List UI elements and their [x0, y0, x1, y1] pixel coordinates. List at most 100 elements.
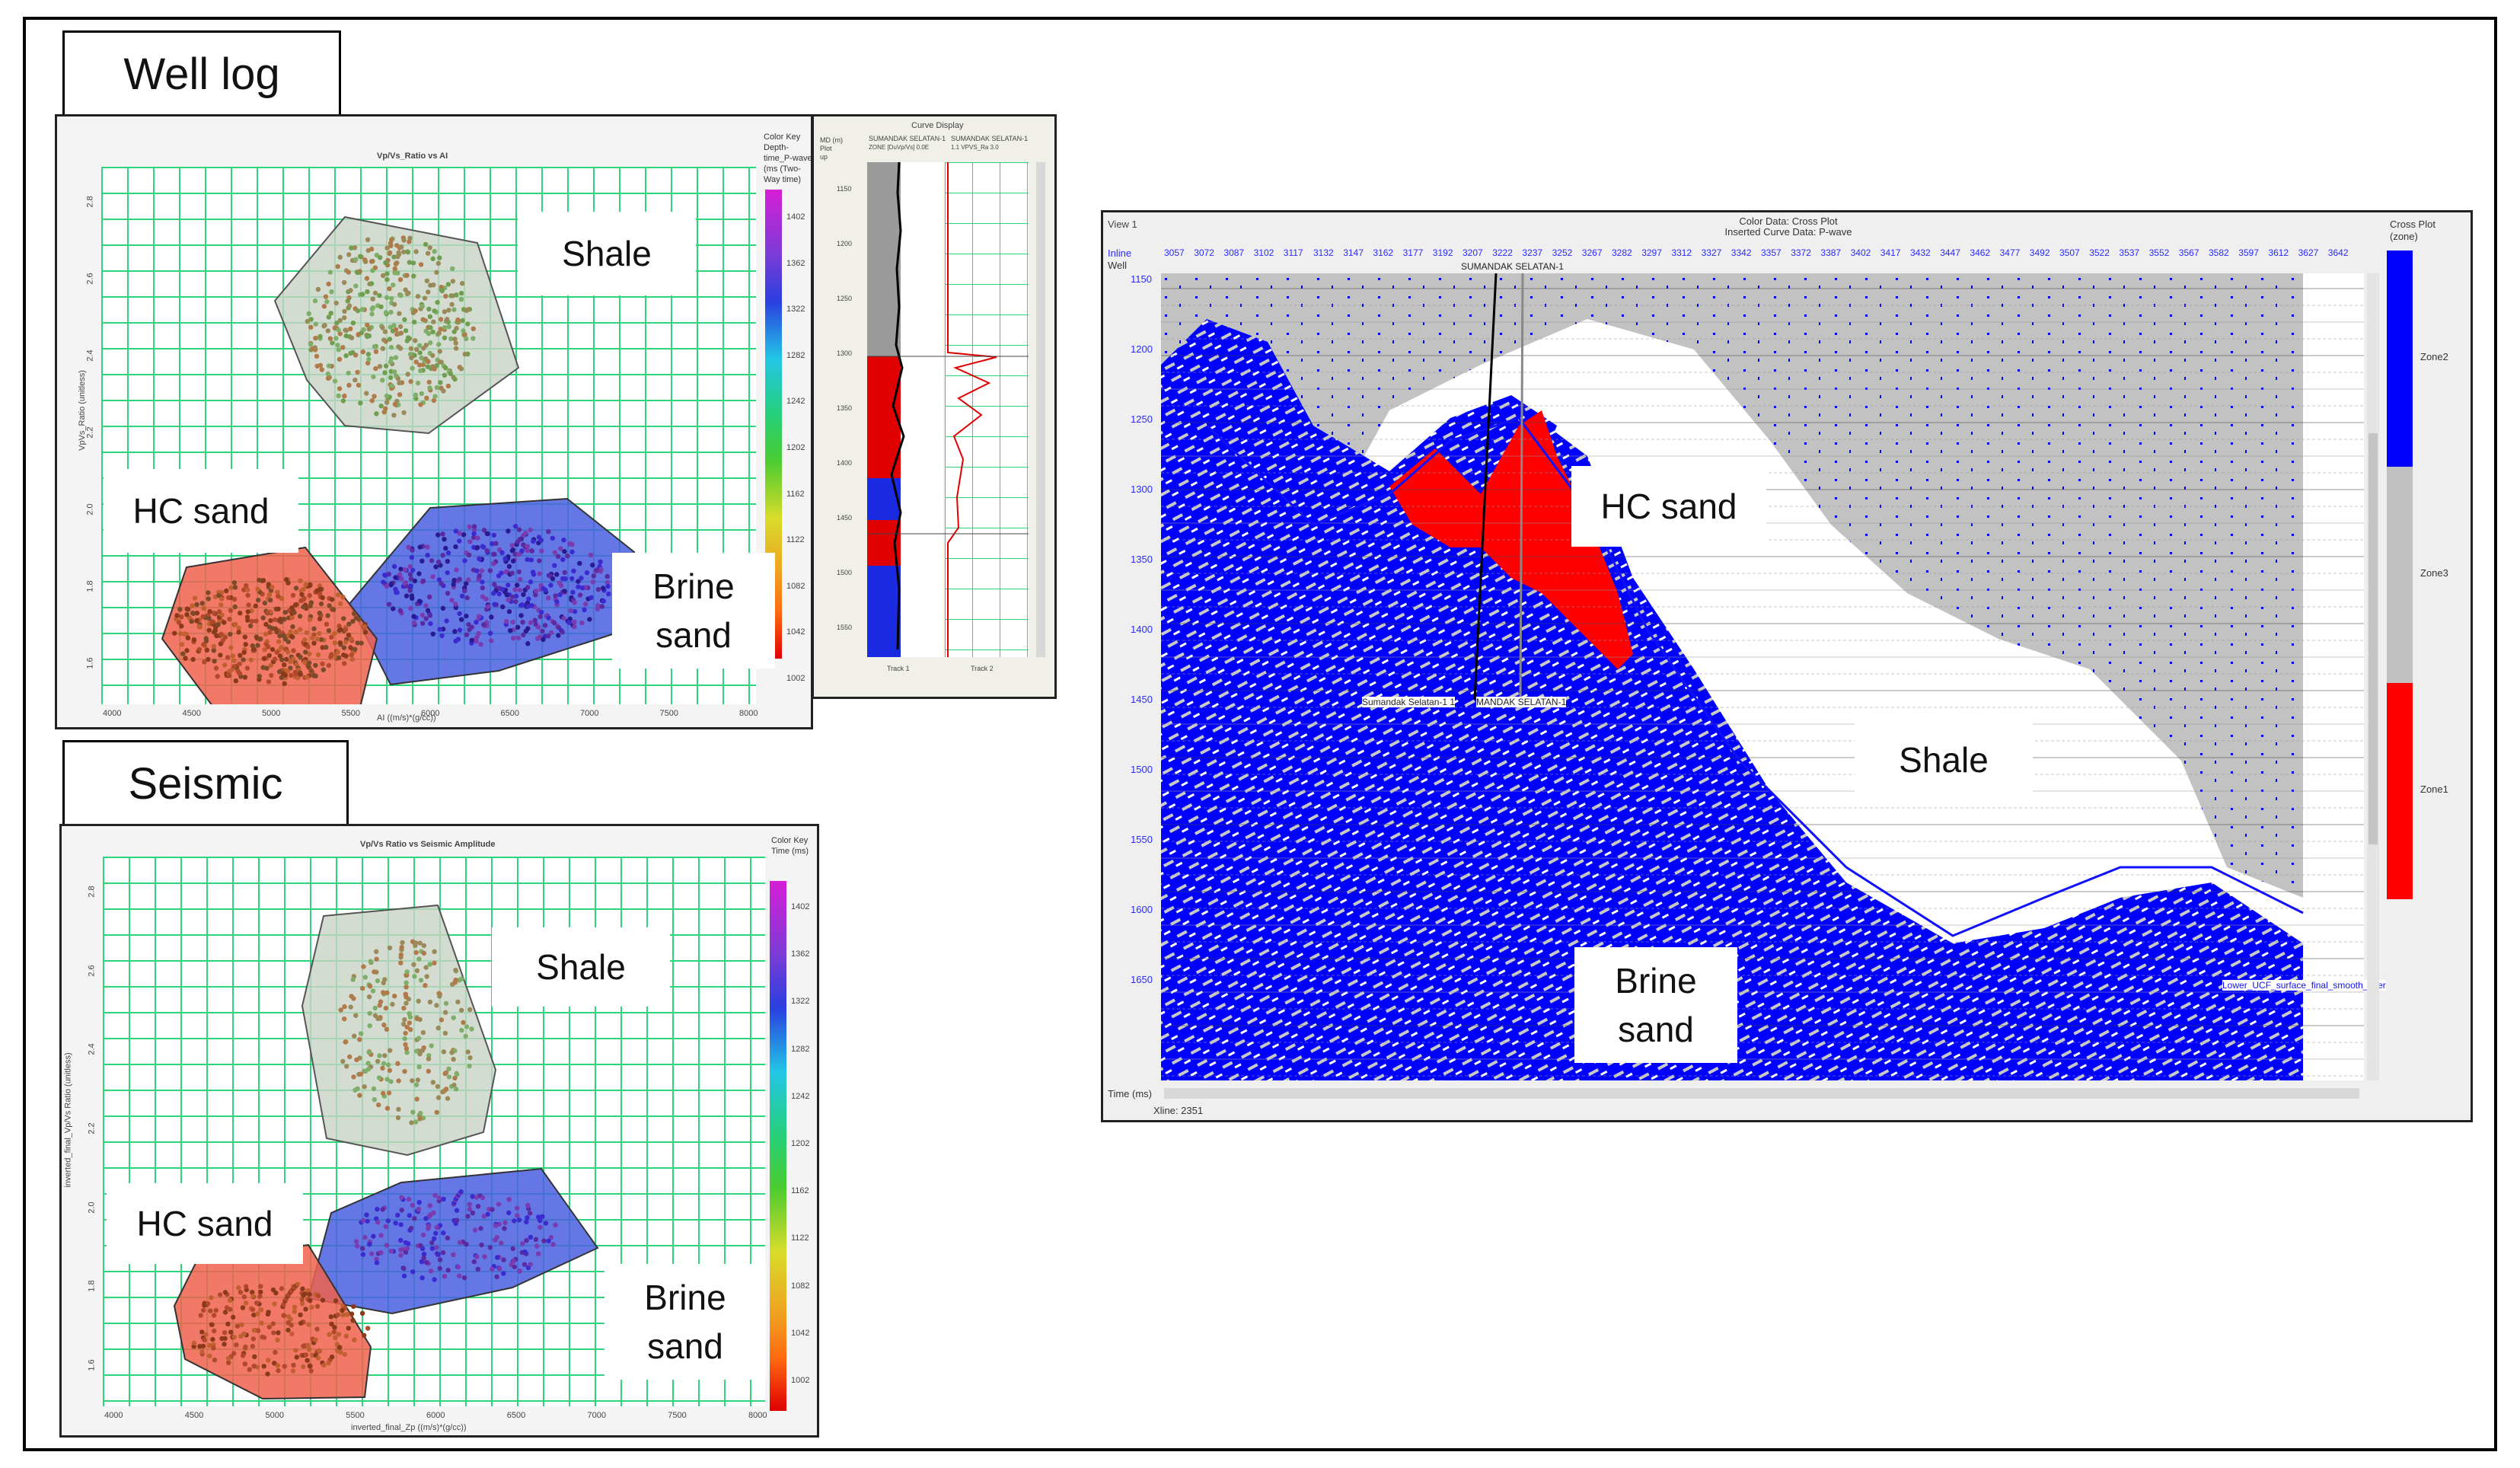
scatter-point	[378, 1233, 384, 1238]
scatter-point	[216, 609, 222, 614]
scatter-point	[431, 319, 436, 324]
scatter-point	[299, 1301, 305, 1307]
time-tick-label: 1650	[1131, 974, 1153, 985]
scatter-point	[340, 1312, 346, 1318]
scatter-point	[324, 644, 329, 650]
scatter-point	[194, 618, 199, 624]
well-crossplot-svg	[161, 215, 636, 704]
scatter-point	[434, 1224, 439, 1230]
scatter-point	[279, 1286, 285, 1291]
scatter-point	[419, 355, 424, 361]
scatter-point	[445, 383, 451, 389]
scatter-point	[546, 529, 551, 535]
scatter-point	[185, 635, 191, 640]
scatter-point	[455, 999, 461, 1005]
scatter-point	[491, 532, 496, 538]
scatter-point	[314, 1304, 321, 1309]
scatter-point	[510, 547, 515, 553]
scatter-point	[300, 1286, 305, 1291]
color-key-tick-label: 1162	[786, 489, 805, 499]
scatter-point	[378, 404, 384, 409]
scatter-point	[467, 539, 473, 544]
scatter-point	[291, 648, 296, 653]
scatter-point	[367, 1242, 372, 1247]
inline-tick-label: 3162	[1373, 247, 1394, 258]
scatter-point	[477, 557, 482, 562]
scatter-point	[276, 606, 281, 611]
scatter-point	[200, 1343, 206, 1349]
scatter-point	[439, 581, 444, 586]
scatter-point	[546, 615, 551, 621]
scatter-point	[395, 376, 401, 381]
scatter-point	[338, 1349, 343, 1355]
scatter-point	[423, 603, 429, 608]
scatter-point	[355, 1243, 360, 1249]
scatter-point	[437, 1265, 442, 1272]
seismic-vertical-scrollbar[interactable]	[2367, 273, 2379, 1080]
scatter-point	[404, 273, 410, 278]
scatter-point	[340, 595, 346, 600]
scatter-point	[510, 558, 516, 564]
scatter-point	[388, 581, 394, 587]
scatter-point	[375, 1058, 381, 1064]
scatter-point	[503, 619, 509, 624]
scatter-point	[411, 962, 416, 967]
inline-tick-label: 3282	[1612, 247, 1632, 258]
y-tick-label: 1.8	[85, 580, 95, 592]
scatter-point	[236, 1285, 241, 1291]
color-key-tick-label: 1202	[786, 443, 805, 452]
scatter-point	[556, 633, 561, 638]
seismic-horizontal-scrollbar[interactable]	[1164, 1088, 2359, 1099]
scatter-point	[477, 574, 482, 579]
inline-tick-label: 3552	[2148, 247, 2170, 258]
scatter-point	[366, 333, 372, 339]
scatter-point	[516, 551, 522, 557]
scatter-point	[271, 1330, 276, 1336]
inline-tick-label: 3492	[2029, 247, 2050, 258]
scatter-point	[452, 629, 458, 634]
scatter-point	[303, 1307, 308, 1312]
scatter-point	[410, 1202, 415, 1208]
scatter-point	[446, 308, 451, 313]
scatter-point	[397, 324, 404, 330]
scatter-point	[413, 1119, 419, 1125]
x-tick-label: 6500	[500, 709, 519, 718]
scatter-point	[180, 651, 186, 656]
scatter-point	[204, 647, 209, 653]
scatter-point	[517, 587, 523, 593]
curve-display-scrollbar[interactable]	[1036, 162, 1045, 657]
scatter-point	[550, 535, 555, 541]
depth-label: 1350	[837, 404, 853, 412]
scatter-point	[315, 286, 321, 292]
scatter-point	[228, 645, 234, 650]
y-tick-label: 2.8	[85, 196, 95, 208]
inline-tick-label: 3312	[1671, 247, 1692, 258]
depth-label: 1500	[837, 569, 853, 576]
scatter-point	[211, 643, 217, 649]
scatter-point	[292, 610, 297, 615]
scatter-point	[399, 1195, 404, 1200]
scatter-point	[330, 340, 335, 346]
scatter-point	[228, 608, 234, 613]
scatter-point	[374, 956, 379, 962]
scatter-point	[522, 1262, 528, 1267]
scatter-point	[280, 671, 286, 676]
scatter-point	[346, 252, 352, 257]
scatter-point	[398, 292, 404, 298]
inline-tick-label: 3132	[1313, 247, 1334, 258]
seismic-colorbar	[770, 881, 786, 1411]
scatter-point	[266, 1324, 272, 1330]
scatter-point	[445, 1268, 451, 1273]
scatter-point	[451, 577, 457, 583]
scatter-point	[233, 678, 239, 684]
scatter-point	[457, 627, 463, 633]
seismic-vertical-scroll-thumb[interactable]	[2368, 433, 2378, 844]
scatter-point	[380, 346, 386, 351]
scatter-point	[472, 1227, 478, 1233]
scatter-point	[432, 1236, 437, 1241]
scatter-point	[515, 582, 520, 588]
scatter-point	[548, 1234, 553, 1240]
scatter-point	[458, 617, 464, 622]
scatter-point	[226, 595, 231, 601]
scatter-point	[353, 257, 359, 262]
